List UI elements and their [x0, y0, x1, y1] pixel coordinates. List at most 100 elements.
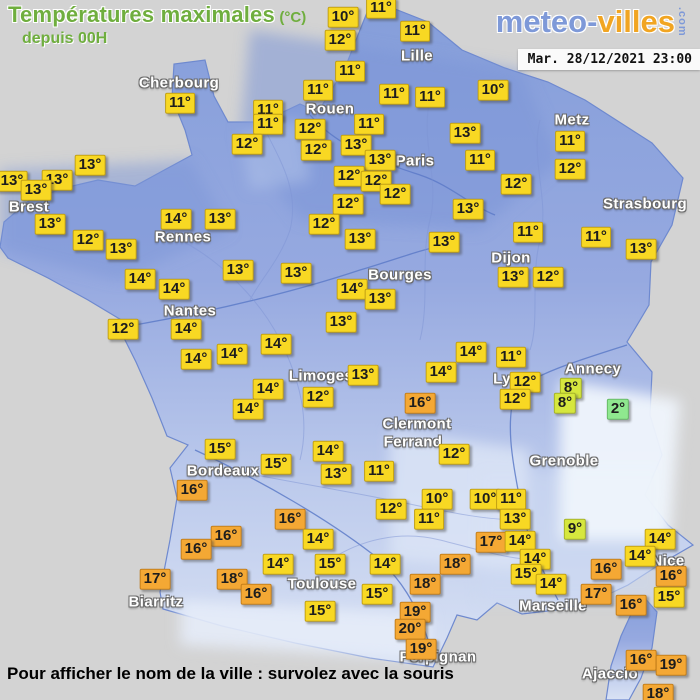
temp-badge[interactable]: 14° — [260, 333, 292, 355]
temp-badge[interactable]: 16° — [590, 558, 622, 580]
temp-badge[interactable]: 16° — [240, 583, 272, 605]
temp-badge[interactable]: 10° — [327, 6, 359, 28]
temp-badge[interactable]: 18° — [642, 683, 674, 700]
temp-badge[interactable]: 13° — [325, 311, 357, 333]
temp-badge[interactable]: 13° — [499, 508, 531, 530]
temp-badge[interactable]: 15° — [361, 583, 393, 605]
temp-badge[interactable]: 18° — [409, 573, 441, 595]
temp-badge[interactable]: 11° — [513, 221, 543, 243]
temp-badge[interactable]: 12° — [499, 388, 531, 410]
temp-badge[interactable]: 14° — [425, 361, 457, 383]
temp-badge[interactable]: 12° — [231, 133, 263, 155]
temp-badge[interactable]: 14° — [519, 548, 551, 570]
temp-badge[interactable]: 12° — [375, 498, 407, 520]
temp-badge[interactable]: 9° — [563, 518, 587, 540]
temp-badge[interactable]: 11° — [415, 86, 445, 108]
temp-badge[interactable]: 11° — [165, 92, 195, 114]
corsica-island[interactable] — [605, 595, 658, 700]
temp-badge[interactable]: 11° — [496, 488, 526, 510]
temp-badge[interactable]: 18° — [216, 568, 248, 590]
temp-badge[interactable]: 14° — [158, 278, 190, 300]
temp-badge[interactable]: 13° — [347, 364, 379, 386]
temp-badge[interactable]: 11° — [364, 460, 394, 482]
temp-badge[interactable]: 14° — [455, 341, 487, 363]
temp-badge[interactable]: 11° — [465, 149, 495, 171]
temp-badge[interactable]: 15° — [304, 600, 336, 622]
temp-badge[interactable]: 11° — [496, 346, 526, 368]
temp-badge[interactable]: 14° — [216, 343, 248, 365]
temp-badge[interactable]: 10° — [421, 488, 453, 510]
temp-badge[interactable]: 2° — [606, 398, 630, 420]
temp-badge[interactable]: 13° — [344, 228, 376, 250]
temp-badge[interactable]: 15° — [510, 563, 542, 585]
temp-badge[interactable]: 13° — [74, 154, 106, 176]
temp-badge[interactable]: 16° — [180, 538, 212, 560]
temp-badge[interactable]: 13° — [497, 266, 529, 288]
temp-badge[interactable]: 16° — [210, 525, 242, 547]
temp-badge[interactable]: 16° — [625, 649, 657, 671]
temp-badge[interactable]: 15° — [204, 438, 236, 460]
temp-badge[interactable]: 12° — [438, 443, 470, 465]
temp-badge[interactable]: 13° — [20, 179, 52, 201]
temp-badge[interactable]: 13° — [204, 208, 236, 230]
temp-badge[interactable]: 16° — [655, 565, 687, 587]
temp-badge[interactable]: 14° — [170, 318, 202, 340]
temp-badge[interactable]: 12° — [332, 193, 364, 215]
temp-badge[interactable]: 16° — [615, 594, 647, 616]
temp-badge[interactable]: 17° — [139, 568, 171, 590]
temp-badge[interactable]: 14° — [535, 573, 567, 595]
temp-badge[interactable]: 12° — [308, 213, 340, 235]
temp-badge[interactable]: 12° — [509, 371, 541, 393]
temp-badge[interactable]: 13° — [0, 170, 28, 192]
temp-badge[interactable]: 12° — [302, 386, 334, 408]
temp-badge[interactable]: 14° — [232, 398, 264, 420]
temp-badge[interactable]: 12° — [72, 229, 104, 251]
temp-badge[interactable]: 18° — [439, 553, 471, 575]
temp-badge[interactable]: 13° — [364, 288, 396, 310]
temp-badge[interactable]: 14° — [180, 348, 212, 370]
temp-badge[interactable]: 14° — [644, 528, 676, 550]
temp-badge[interactable]: 13° — [625, 238, 657, 260]
temp-badge[interactable]: 11° — [335, 60, 365, 82]
temp-badge[interactable]: 13° — [364, 149, 396, 171]
temp-badge[interactable]: 13° — [428, 231, 460, 253]
temp-badge[interactable]: 10° — [469, 488, 501, 510]
temp-badge[interactable]: 8° — [553, 392, 577, 414]
temp-badge[interactable]: 14° — [160, 208, 192, 230]
temp-badge[interactable]: 11° — [366, 0, 396, 19]
temp-badge[interactable]: 12° — [532, 266, 564, 288]
temp-badge[interactable]: 13° — [340, 134, 372, 156]
temp-badge[interactable]: 15° — [260, 453, 292, 475]
temp-badge[interactable]: 11° — [581, 226, 611, 248]
temp-badge[interactable]: 12° — [107, 318, 139, 340]
temp-badge[interactable]: 16° — [404, 392, 436, 414]
temp-badge[interactable]: 12° — [294, 118, 326, 140]
temp-badge[interactable]: 13° — [452, 198, 484, 220]
meteo-villes-logo[interactable]: meteo-villes .com — [496, 4, 688, 40]
temp-badge[interactable]: 11° — [303, 79, 333, 101]
temp-badge[interactable]: 12° — [333, 165, 365, 187]
temp-badge[interactable]: 12° — [554, 158, 586, 180]
temp-badge[interactable]: 11° — [400, 20, 430, 42]
temp-badge[interactable]: 14° — [312, 440, 344, 462]
temp-badge[interactable]: 15° — [314, 553, 346, 575]
temp-badge[interactable]: 11° — [555, 130, 585, 152]
temp-badge[interactable]: 13° — [280, 262, 312, 284]
temp-badge[interactable]: 14° — [262, 553, 294, 575]
temp-badge[interactable]: 12° — [300, 139, 332, 161]
temp-badge[interactable]: 19° — [405, 638, 437, 660]
temp-badge[interactable]: 14° — [336, 278, 368, 300]
temp-badge[interactable]: 15° — [653, 586, 685, 608]
temp-badge[interactable]: 14° — [302, 528, 334, 550]
temp-badge[interactable]: 17° — [580, 583, 612, 605]
temp-badge[interactable]: 14° — [124, 268, 156, 290]
temp-badge[interactable]: 12° — [324, 29, 356, 51]
temp-badge[interactable]: 10° — [477, 79, 509, 101]
temp-badge[interactable]: 14° — [252, 378, 284, 400]
temp-badge[interactable]: 16° — [274, 508, 306, 530]
temp-badge[interactable]: 20° — [394, 618, 426, 640]
temp-badge[interactable]: 19° — [399, 601, 431, 623]
temp-badge[interactable]: 13° — [34, 213, 66, 235]
temp-badge[interactable]: 14° — [624, 545, 656, 567]
temp-badge[interactable]: 13° — [449, 122, 481, 144]
